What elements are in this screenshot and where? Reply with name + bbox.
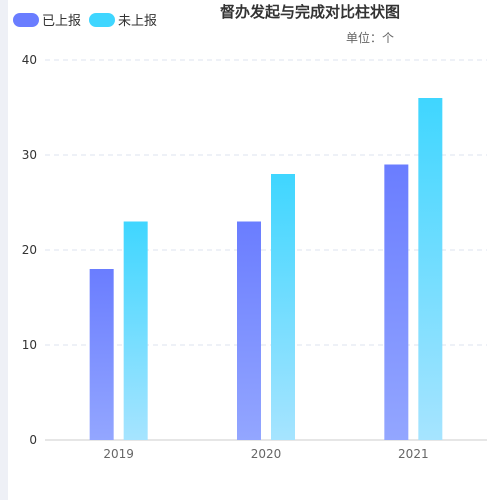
y-tick-label: 10 [22, 338, 37, 352]
x-tick-label: 2019 [103, 447, 134, 461]
y-axis-ticks: 0 10 20 30 40 [22, 53, 37, 447]
y-tick-label: 40 [22, 53, 37, 67]
bars [89, 98, 443, 441]
bar-unreported-2019[interactable] [123, 221, 148, 441]
legend-swatch-reported[interactable] [13, 13, 39, 27]
legend-label-reported[interactable]: 已上报 [42, 14, 81, 29]
bar-unreported-2021[interactable] [418, 98, 443, 440]
bar-reported-2021[interactable] [384, 164, 409, 441]
bar-reported-2019[interactable] [89, 269, 114, 440]
bar-reported-2020[interactable] [237, 221, 261, 441]
grid-lines [45, 59, 487, 441]
chart-title: 督办发起与完成对比柱状图 [220, 3, 400, 21]
x-tick-label: 2020 [251, 447, 282, 461]
left-edge-strip [0, 0, 8, 500]
bar-unreported-2020[interactable] [271, 174, 295, 440]
legend-swatch-unreported[interactable] [89, 13, 115, 27]
unit-label: 单位：个 [346, 30, 394, 45]
x-tick-label: 2021 [398, 447, 429, 461]
x-axis-ticks: 2019 2020 2021 [103, 447, 428, 461]
y-tick-label: 20 [22, 243, 37, 257]
y-tick-label: 30 [22, 148, 37, 162]
legend-label-unreported[interactable]: 未上报 [118, 14, 157, 29]
y-tick-label: 0 [29, 433, 37, 447]
legend[interactable]: 已上报 未上报 [13, 13, 157, 29]
